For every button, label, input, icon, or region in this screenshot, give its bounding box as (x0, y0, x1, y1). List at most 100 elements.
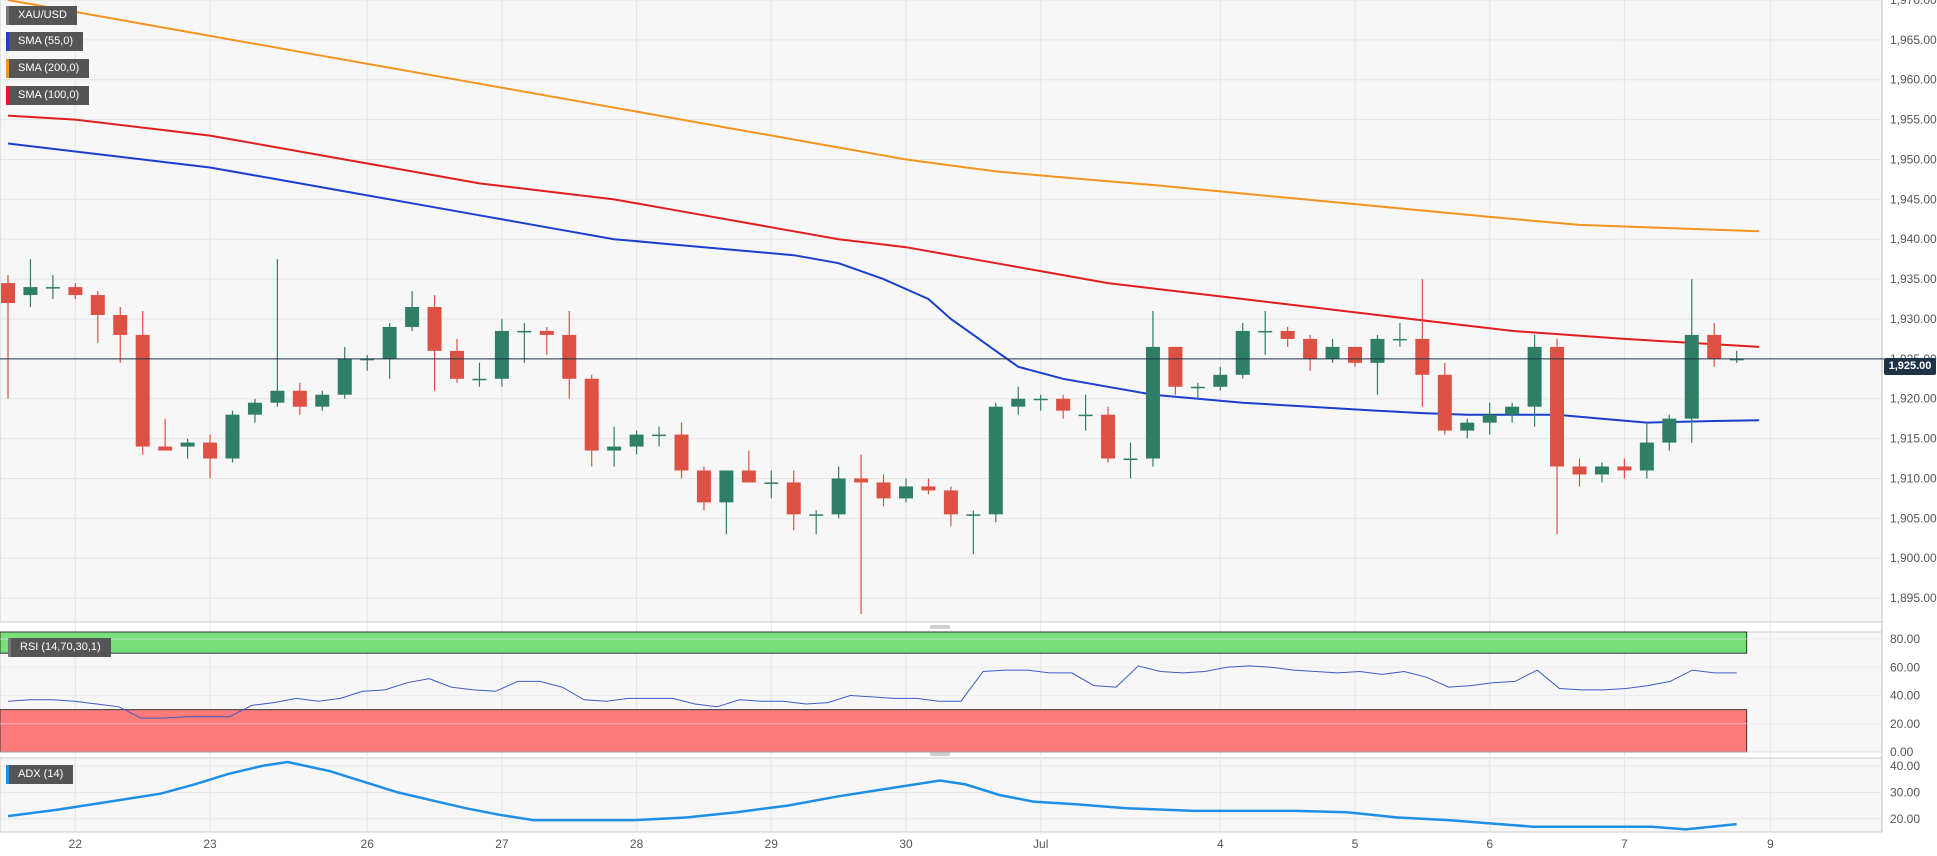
candle-up (494, 330, 509, 379)
x-tick-label: 22 (69, 837, 83, 851)
y-tick-label: 1,920.00 (1890, 392, 1937, 406)
current-price-tag: 1,925.00 (1884, 358, 1936, 375)
x-tick-label: 4 (1217, 837, 1224, 851)
sma-100-line (7, 114, 1760, 348)
candle-up (1594, 466, 1609, 475)
candle-up (1527, 346, 1542, 407)
y-tick-label: 1,900.00 (1890, 551, 1937, 565)
candle-up (607, 446, 622, 451)
candle-up (1505, 406, 1520, 415)
y-tick-label: 1,895.00 (1890, 591, 1937, 605)
candle-down (674, 434, 689, 471)
candle-down (876, 482, 891, 499)
adx-y-tick-label: 20.00 (1890, 812, 1920, 826)
candle-down (741, 470, 756, 483)
y-tick-label: 1,940.00 (1890, 232, 1937, 246)
candle-down (450, 350, 464, 379)
legend-sma-100[interactable]: SMA (100,0) (6, 86, 90, 105)
candle-up (1662, 418, 1677, 443)
candle-up (225, 414, 240, 459)
candle-up (247, 402, 262, 415)
candle-down (1280, 330, 1295, 339)
x-tick-label: 23 (203, 837, 217, 851)
rsi-line (7, 665, 1737, 719)
candle-up (45, 287, 60, 289)
legend-adx[interactable]: ADX (14) (6, 765, 74, 784)
candle-down (539, 330, 554, 335)
legend-sma-55[interactable]: SMA (55,0) (6, 32, 84, 51)
x-tick-label: 26 (361, 837, 375, 851)
x-tick-label: 7 (1621, 837, 1628, 851)
candle-up (1011, 398, 1026, 407)
candle-down (1303, 338, 1318, 359)
candle-up (809, 514, 824, 516)
legend-xau-usd[interactable]: XAU/USD (6, 6, 77, 25)
y-tick-label: 1,935.00 (1890, 272, 1937, 286)
x-tick-label: 5 (1352, 837, 1359, 851)
candle-down (1550, 346, 1565, 467)
candle-up (405, 307, 420, 327)
candle-down (1437, 374, 1452, 431)
pane-resize-handle (930, 625, 950, 629)
candle-up (1078, 414, 1093, 417)
candle-down (292, 390, 307, 407)
candle-up (1370, 338, 1385, 363)
rsi-overbought-band (0, 631, 1748, 654)
pane-resize-handle (930, 752, 950, 756)
y-tick-label: 1,905.00 (1890, 511, 1937, 525)
candle-down (1415, 338, 1430, 375)
x-tick-label: 9 (1767, 837, 1774, 851)
candle-down (158, 446, 173, 451)
candle-up (1033, 398, 1048, 401)
rsi-y-tick-label: 20.00 (1890, 717, 1920, 731)
candle-up (1258, 330, 1273, 333)
legend-rsi[interactable]: RSI (14,70,30,1) (8, 638, 111, 657)
candle-up (1729, 358, 1744, 361)
rsi-y-tick-label: 0.00 (1890, 745, 1914, 759)
sma-200-line (7, 0, 1760, 233)
x-tick-label: 30 (899, 837, 913, 851)
candle-up (1392, 338, 1407, 341)
candle-up (764, 482, 779, 484)
candle-up (517, 330, 532, 333)
candle-down (113, 314, 128, 335)
candle-up (1460, 422, 1475, 431)
x-tick-label: 6 (1486, 837, 1493, 851)
adx-panel-bg (0, 757, 1883, 833)
x-tick-label: Jul (1033, 837, 1048, 851)
candle-up (1190, 386, 1205, 389)
rsi-y-tick-label: 80.00 (1890, 632, 1920, 646)
x-tick-label: 28 (630, 837, 644, 851)
candle-down (786, 482, 801, 515)
rsi-y-tick-label: 40.00 (1890, 689, 1920, 703)
candle-up (899, 486, 913, 499)
candle-up (1213, 374, 1228, 387)
candle-up (988, 406, 1003, 515)
y-tick-label: 1,955.00 (1890, 113, 1937, 127)
y-tick-label: 1,915.00 (1890, 432, 1937, 446)
candle-up (1145, 346, 1160, 459)
candle-up (652, 434, 667, 437)
candle-down (943, 490, 958, 515)
candle-down (921, 486, 936, 491)
candle-up (360, 358, 375, 361)
rsi-oversold-band (0, 709, 1748, 753)
candle-up (966, 514, 981, 516)
candle-up (270, 390, 285, 403)
sma-55-line (7, 142, 1760, 424)
candle-down (427, 307, 442, 351)
candle-up (180, 442, 195, 447)
candle-down (1056, 398, 1071, 411)
candle-down (1168, 346, 1183, 387)
legend-sma-200[interactable]: SMA (200,0) (6, 59, 90, 78)
candle-up (472, 378, 487, 381)
y-tick-label: 1,910.00 (1890, 471, 1937, 485)
candle-down (135, 334, 150, 447)
candle-down (1101, 414, 1116, 459)
candle-up (1639, 442, 1654, 471)
candle-down (1572, 466, 1587, 475)
candle-down (68, 287, 83, 296)
candle-up (831, 478, 846, 515)
x-tick-label: 27 (495, 837, 509, 851)
candle-down (203, 442, 218, 459)
